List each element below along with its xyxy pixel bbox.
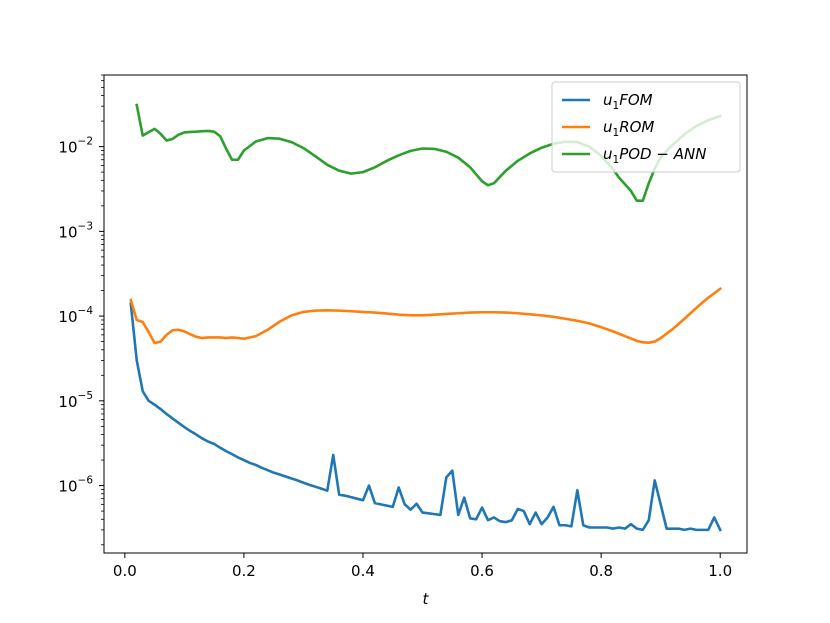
x-tick-label: 0.4 [351,562,375,580]
x-tick-label: 1.0 [708,562,732,580]
y-tick-label: 10−2 [58,136,93,157]
x-tick-label: 0.0 [113,562,137,580]
y-tick-label: 10−3 [58,220,93,241]
x-axis: 0.0 0.2 0.4 0.6 0.8 1.0 [113,553,732,580]
y-tick-label: 10−5 [58,390,93,411]
y-tick-label: 10−4 [58,305,93,326]
legend-box [551,81,741,173]
series-line-3 [135,103,722,202]
series-layer [129,103,723,532]
y-axis: 10−6 10−5 10−4 10−3 10−2 [58,74,104,546]
legend-entry-label: u1FOM [603,91,653,112]
series-line-1 [129,302,722,532]
series-line-2 [129,286,723,345]
x-axis-label: t [423,590,430,608]
legend-entry-label: u1ROM [603,118,654,139]
y-tick-label: 10−6 [58,475,93,496]
legend-entry-label: u1POD − ANN [603,145,706,166]
axes-frame [103,74,748,554]
x-tick-label: 0.8 [589,562,613,580]
legend: u1FOM u1ROM u1POD − ANN [551,81,741,173]
x-tick-label: 0.6 [470,562,494,580]
x-tick-label: 0.2 [232,562,256,580]
